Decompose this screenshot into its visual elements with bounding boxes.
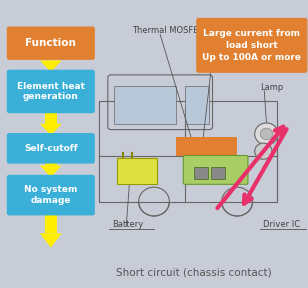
Text: Short circuit (chassis contact): Short circuit (chassis contact) [116,267,272,277]
Bar [194,167,208,179]
FancyBboxPatch shape [7,175,95,215]
Text: Element heat
generation: Element heat generation [17,82,85,101]
FancyBboxPatch shape [7,133,95,164]
Polygon shape [40,60,62,72]
Polygon shape [40,124,62,135]
Text: Thermal MOSFET: Thermal MOSFET [132,26,204,35]
Bar [45,161,57,166]
Bar [211,167,225,179]
Bar [45,111,57,124]
Bar [185,86,209,124]
Text: Large current from
load short
Up to 100A or more: Large current from load short Up to 100A… [202,29,301,62]
Bar [45,213,57,233]
FancyBboxPatch shape [196,18,307,73]
Circle shape [255,123,278,145]
FancyBboxPatch shape [183,156,248,184]
Bar [45,58,57,60]
FancyBboxPatch shape [7,26,95,60]
Bar [114,86,176,124]
Text: No system
damage: No system damage [24,185,78,205]
Text: Function: Function [25,38,76,48]
Circle shape [255,143,272,159]
Circle shape [260,128,273,140]
Bar [117,158,157,184]
Bar [176,137,237,156]
Text: Lamp: Lamp [260,83,283,92]
Text: Battery: Battery [112,220,144,229]
Bar [99,101,277,202]
Text: Self-cutoff: Self-cutoff [24,144,78,153]
Text: Driver IC: Driver IC [263,220,301,229]
Polygon shape [40,233,62,248]
Polygon shape [40,166,62,177]
FancyBboxPatch shape [7,70,95,113]
